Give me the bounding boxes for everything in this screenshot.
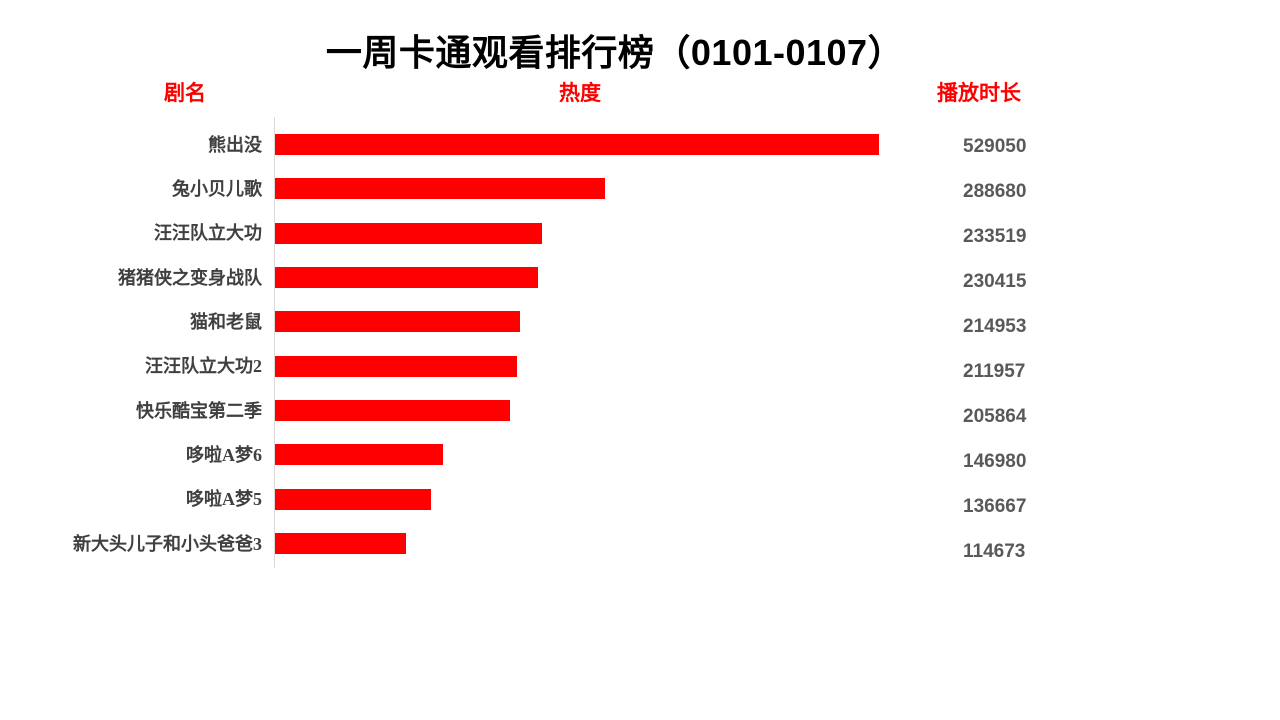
row-value: 211957 bbox=[963, 360, 1026, 382]
row-value: 214953 bbox=[963, 315, 1027, 337]
heat-bar bbox=[275, 311, 520, 333]
column-header-play-duration: 播放时长 bbox=[937, 82, 1021, 105]
row-value: 233519 bbox=[963, 225, 1027, 247]
row-label: 新大头儿子和小头爸爸3 bbox=[73, 533, 262, 554]
row-value: 136667 bbox=[963, 495, 1027, 517]
heat-bar bbox=[275, 533, 406, 555]
row-label: 兔小贝儿歌 bbox=[172, 178, 262, 199]
row-label: 快乐酷宝第二季 bbox=[136, 400, 262, 421]
row-value: 288680 bbox=[963, 180, 1027, 202]
row-value: 529050 bbox=[963, 135, 1027, 157]
column-header-heat: 热度 bbox=[559, 82, 601, 105]
heat-bar bbox=[275, 488, 431, 510]
row-label: 熊出没 bbox=[208, 134, 262, 155]
column-header-show-name: 剧名 bbox=[164, 82, 206, 105]
row-label: 哆啦A梦5 bbox=[186, 489, 262, 510]
row-label: 猫和老鼠 bbox=[190, 311, 262, 332]
row-label: 汪汪队立大功 bbox=[154, 223, 262, 244]
row-value: 205864 bbox=[963, 405, 1027, 427]
row-value: 114673 bbox=[963, 540, 1026, 562]
heat-bar bbox=[275, 267, 538, 289]
chart-title: 一周卡通观看排行榜（0101-0107） bbox=[325, 32, 905, 73]
heat-bar bbox=[275, 355, 517, 377]
row-label: 汪汪队立大功2 bbox=[145, 356, 262, 377]
heat-bar bbox=[275, 400, 510, 422]
row-label: 哆啦A梦6 bbox=[186, 444, 262, 465]
heat-bar bbox=[275, 444, 443, 466]
heat-bar bbox=[275, 134, 879, 155]
category-axis-line bbox=[274, 117, 275, 568]
row-value: 230415 bbox=[963, 270, 1027, 292]
heat-bar bbox=[275, 178, 605, 200]
row-value: 146980 bbox=[963, 450, 1027, 472]
heat-bar bbox=[275, 222, 542, 244]
row-label: 猪猪侠之变身战队 bbox=[118, 267, 262, 288]
